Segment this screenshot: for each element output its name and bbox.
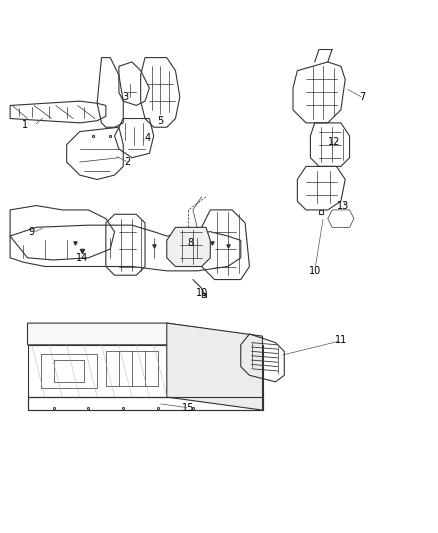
Polygon shape bbox=[167, 228, 210, 266]
Polygon shape bbox=[167, 323, 262, 410]
Text: 11: 11 bbox=[335, 335, 347, 345]
Text: 4: 4 bbox=[144, 133, 150, 143]
Text: 9: 9 bbox=[29, 227, 35, 237]
Polygon shape bbox=[28, 323, 262, 345]
Text: 10: 10 bbox=[309, 266, 321, 276]
Text: 8: 8 bbox=[187, 238, 194, 247]
Text: 12: 12 bbox=[328, 138, 340, 148]
Text: 10: 10 bbox=[195, 288, 208, 297]
Text: 7: 7 bbox=[360, 92, 366, 102]
Text: 2: 2 bbox=[124, 157, 131, 167]
Text: 14: 14 bbox=[76, 253, 88, 263]
Text: 13: 13 bbox=[337, 200, 349, 211]
Text: 15: 15 bbox=[182, 403, 195, 413]
Text: 1: 1 bbox=[22, 120, 28, 130]
Text: 3: 3 bbox=[122, 92, 128, 102]
Text: 5: 5 bbox=[157, 116, 163, 126]
